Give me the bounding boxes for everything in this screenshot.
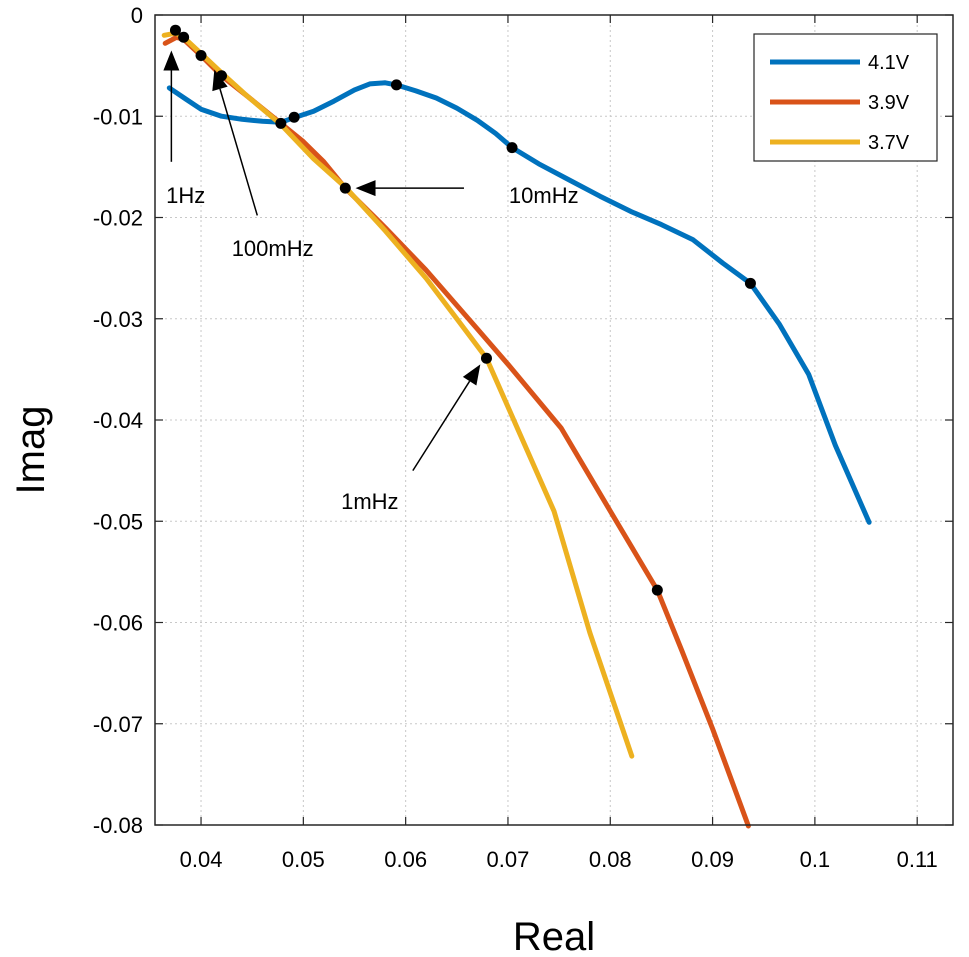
annotation-arrow-line [219, 88, 259, 216]
series-line-4-1v [166, 80, 872, 525]
frequency-marker [506, 142, 518, 154]
x-tick-label: 0.07 [487, 847, 530, 872]
y-tick-label: -0.02 [93, 206, 143, 231]
y-tick-label: -0.04 [93, 408, 143, 433]
annotation-label: 10mHz [509, 183, 579, 208]
frequency-marker [169, 24, 181, 36]
annotation-arrow-head [462, 364, 481, 386]
x-tick-label: 0.05 [282, 847, 325, 872]
x-tick-label: 0.04 [180, 847, 223, 872]
y-tick-label: -0.08 [93, 813, 143, 838]
annotation-label: 1mHz [341, 489, 398, 514]
y-axis-label: Imag [9, 406, 53, 495]
frequency-marker [339, 182, 351, 194]
y-tick-label: -0.03 [93, 307, 143, 332]
x-tick-label: 0.08 [589, 847, 632, 872]
annotation-arrow-head [212, 69, 228, 92]
annotation-arrow-line [412, 380, 471, 472]
frequency-annotations: 1Hz 100mHz 10mHz 1mHz [163, 50, 579, 514]
y-tick-label: -0.05 [93, 509, 143, 534]
legend: 4.1V 3.9V 3.7V [753, 33, 938, 162]
series-line-3-9v [162, 34, 751, 829]
legend-label: 4.1V [868, 52, 910, 74]
frequency-marker [390, 79, 402, 91]
y-tick-label: 0 [131, 3, 143, 28]
axis-ticks: 0.04 0.05 0.06 0.07 0.08 0.09 0.1 0.11 0 -0.01 -0.… [93, 3, 953, 872]
x-tick-label: 0.09 [691, 847, 734, 872]
y-tick-label: -0.07 [93, 712, 143, 737]
annotation-label: 100mHz [232, 236, 314, 261]
frequency-marker [480, 352, 492, 364]
frequency-marker [744, 277, 756, 289]
frequency-marker [178, 31, 190, 43]
legend-label: 3.7V [868, 132, 910, 154]
annotation-label: 1Hz [166, 183, 205, 208]
legend-label: 3.9V [868, 92, 910, 114]
frequency-marker [651, 584, 663, 596]
annotation-arrow-head [355, 180, 376, 197]
x-tick-label: 0.06 [384, 847, 427, 872]
y-tick-label: -0.06 [93, 611, 143, 636]
frequency-marker [275, 117, 287, 129]
x-tick-label: 0.1 [800, 847, 831, 872]
x-tick-label: 0.11 [897, 847, 938, 872]
frequency-marker [288, 111, 300, 123]
x-axis-label: Real [513, 915, 595, 957]
annotation-arrow-head [163, 50, 180, 71]
series-line-3-7v [161, 30, 635, 759]
frequency-markers [169, 24, 756, 596]
y-tick-label: -0.01 [93, 104, 143, 129]
frequency-marker [195, 50, 207, 61]
